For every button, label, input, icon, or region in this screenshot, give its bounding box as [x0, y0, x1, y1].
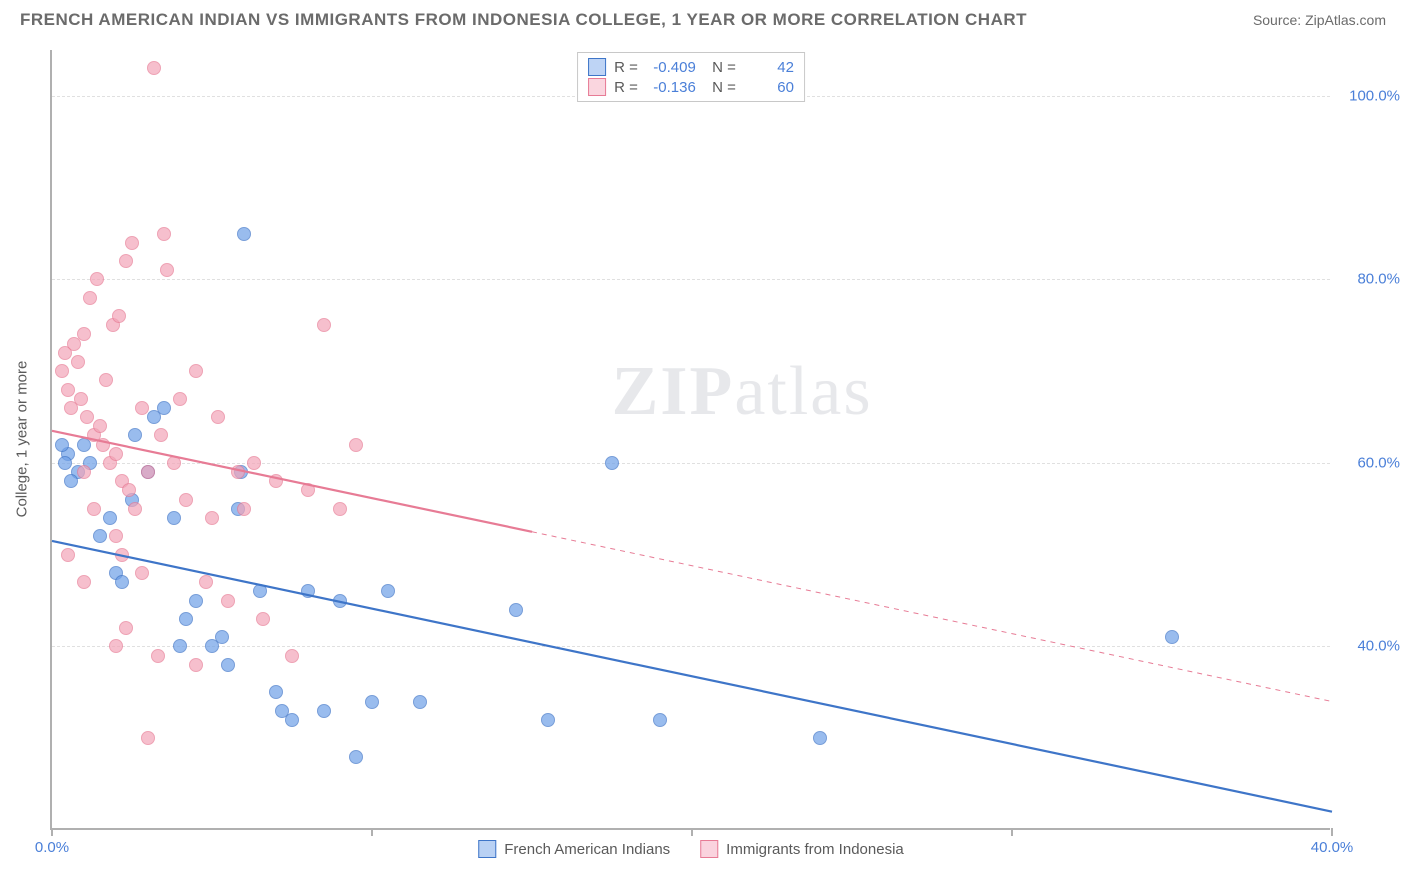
legend-row-series-2: R =-0.136 N =60 — [588, 77, 794, 97]
y-tick-label: 80.0% — [1357, 271, 1400, 288]
series-legend: French American Indians Immigrants from … — [478, 840, 904, 858]
chart-plot-area: College, 1 year or more 40.0%60.0%80.0%1… — [50, 50, 1330, 830]
legend-label: Immigrants from Indonesia — [726, 841, 904, 858]
correlation-legend: R =-0.409 N =42 R =-0.136 N =60 — [577, 52, 805, 102]
swatch-series-1 — [588, 58, 606, 76]
legend-label: French American Indians — [504, 841, 670, 858]
trend-line — [532, 532, 1332, 702]
y-axis-title: College, 1 year or more — [14, 361, 31, 518]
x-tick — [1331, 828, 1333, 836]
trend-line — [52, 541, 1332, 812]
x-tick — [691, 828, 693, 836]
swatch-icon — [700, 840, 718, 858]
source-label: Source: ZipAtlas.com — [1253, 12, 1386, 28]
chart-title: FRENCH AMERICAN INDIAN VS IMMIGRANTS FRO… — [20, 10, 1027, 30]
trend-lines-layer — [52, 50, 1330, 828]
swatch-series-2 — [588, 78, 606, 96]
legend-item-series-1: French American Indians — [478, 840, 670, 858]
legend-item-series-2: Immigrants from Indonesia — [700, 840, 904, 858]
legend-row-series-1: R =-0.409 N =42 — [588, 57, 794, 77]
y-tick-label: 40.0% — [1357, 638, 1400, 655]
trend-line — [52, 431, 532, 532]
x-tick — [1011, 828, 1013, 836]
x-tick — [371, 828, 373, 836]
x-tick-label: 0.0% — [35, 839, 69, 856]
x-tick-label: 40.0% — [1311, 839, 1354, 856]
y-tick-label: 60.0% — [1357, 454, 1400, 471]
x-tick — [51, 828, 53, 836]
swatch-icon — [478, 840, 496, 858]
y-tick-label: 100.0% — [1349, 87, 1400, 104]
